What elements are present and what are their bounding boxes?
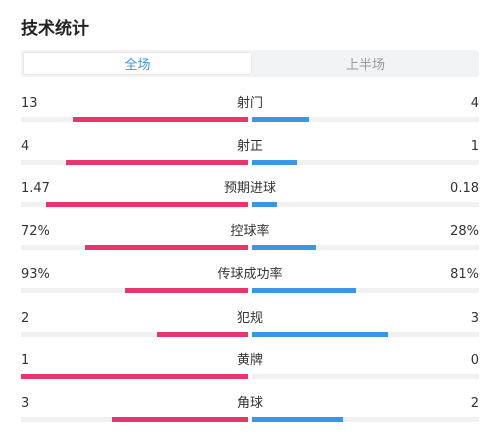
home-bar	[46, 202, 248, 207]
away-bar-track	[252, 245, 479, 250]
home-bar	[73, 117, 248, 122]
away-bar	[252, 417, 343, 422]
tab-full-match[interactable]: 全场	[23, 52, 252, 75]
away-bar	[252, 117, 309, 122]
home-bar-track	[21, 160, 248, 165]
stat-row: 4 射正 1	[21, 139, 479, 179]
home-value: 13	[21, 96, 38, 111]
away-bar-track	[252, 417, 479, 422]
home-bar	[125, 288, 248, 293]
away-bar	[252, 202, 277, 207]
away-value: 0.18	[450, 181, 479, 196]
home-value: 93%	[21, 267, 50, 282]
home-bar-track	[21, 288, 248, 293]
home-bar-track	[21, 417, 248, 422]
away-bar	[252, 288, 356, 293]
home-value: 4	[21, 139, 30, 154]
home-bar	[112, 417, 248, 422]
away-bar-track	[252, 374, 479, 379]
home-bar	[66, 160, 248, 165]
home-value: 72%	[21, 224, 50, 239]
away-bar-track	[252, 202, 479, 207]
stat-row: 1.47 预期进球 0.18	[21, 181, 479, 221]
period-tabs: 全场 上半场	[21, 50, 479, 77]
home-bar-track	[21, 117, 248, 122]
away-bar-track	[252, 117, 479, 122]
home-bar-track	[21, 245, 248, 250]
home-value: 3	[21, 396, 30, 411]
tab-first-half[interactable]: 上半场	[345, 58, 385, 73]
stat-label: 传球成功率	[217, 267, 283, 282]
page-title: 技术统计	[21, 19, 89, 39]
away-value: 4	[470, 96, 479, 111]
home-bar-track	[21, 202, 248, 207]
away-bar	[252, 245, 316, 250]
stat-row: 93% 传球成功率 81%	[21, 267, 479, 307]
away-value: 28%	[450, 224, 479, 239]
away-value: 1	[470, 139, 479, 154]
away-value: 0	[470, 353, 479, 368]
stat-row: 13 射门 4	[21, 96, 479, 136]
away-bar	[252, 160, 297, 165]
stat-label: 黄牌	[236, 353, 264, 368]
stat-label: 控球率	[230, 224, 270, 239]
home-bar-track	[21, 374, 248, 379]
stat-label: 射门	[236, 96, 264, 111]
away-bar-track	[252, 332, 479, 337]
home-bar	[85, 245, 248, 250]
stat-label: 犯规	[236, 311, 264, 326]
away-bar	[252, 332, 388, 337]
away-value: 81%	[450, 267, 479, 282]
away-value: 3	[470, 311, 479, 326]
away-value: 2	[470, 396, 479, 411]
home-value: 1	[21, 353, 30, 368]
stat-row: 72% 控球率 28%	[21, 224, 479, 264]
home-value: 2	[21, 311, 30, 326]
stat-label: 预期进球	[223, 181, 277, 196]
home-bar	[21, 374, 248, 379]
stat-row: 2 犯规 3	[21, 311, 479, 351]
home-value: 1.47	[21, 181, 50, 196]
home-bar-track	[21, 332, 248, 337]
stat-row: 1 黄牌 0	[21, 353, 479, 393]
stat-label: 角球	[236, 396, 264, 411]
away-bar-track	[252, 288, 479, 293]
away-bar-track	[252, 160, 479, 165]
home-bar	[157, 332, 248, 337]
stat-row: 3 角球 2	[21, 396, 479, 436]
stat-label: 射正	[236, 139, 264, 154]
